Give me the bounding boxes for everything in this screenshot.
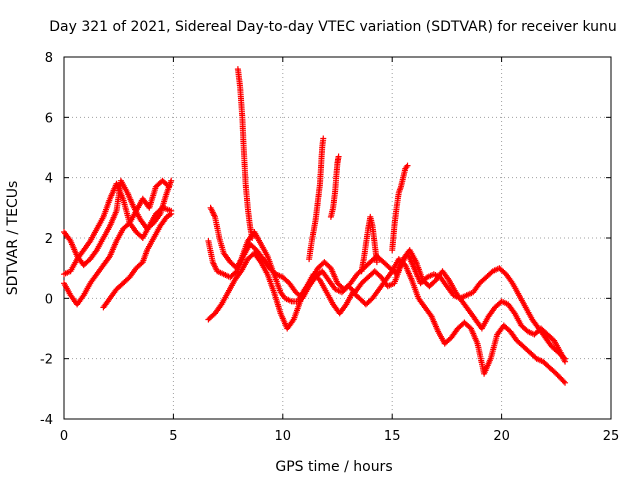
series-markers [389, 162, 411, 254]
y-tick-label: 0 [45, 292, 53, 307]
series-arc3 [61, 204, 175, 308]
series-markers [327, 153, 342, 220]
y-tick-label: -2 [40, 353, 53, 368]
series-markers [234, 66, 256, 241]
series-spike-12.5h [327, 153, 342, 220]
series-arc4 [100, 210, 175, 311]
x-tick-label: 15 [384, 429, 401, 444]
series-arc2 [61, 177, 173, 278]
grid-lines [64, 57, 611, 419]
y-tick-label: 2 [45, 232, 53, 247]
series-spike-12h [306, 135, 327, 263]
x-tick-label: 5 [169, 429, 177, 444]
series-arc6 [205, 238, 569, 362]
series-spike-14h [358, 213, 380, 275]
series-arc7 [205, 250, 569, 386]
series-markers [358, 213, 380, 275]
series-markers [205, 238, 569, 362]
chart-title: Day 321 of 2021, Sidereal Day-to-day VTE… [49, 19, 617, 35]
y-tick-label: 6 [45, 111, 53, 126]
series-spike-15.5h [389, 162, 411, 254]
y-tick-label: -4 [40, 413, 53, 428]
y-axis: -4 -2 0 2 4 6 8 [40, 51, 611, 428]
series-markers [61, 177, 173, 278]
x-tick-label: 25 [603, 429, 620, 444]
series-markers [100, 210, 175, 311]
y-axis-label: SDTVAR / TECUs [5, 181, 21, 296]
series-markers [61, 204, 175, 308]
x-axis-label: GPS time / hours [275, 459, 392, 475]
y-tick-label: 8 [45, 51, 53, 66]
x-tick-label: 0 [60, 429, 68, 444]
x-axis: 0 5 10 15 20 25 [60, 57, 619, 444]
x-tick-label: 20 [493, 429, 510, 444]
series-markers [306, 135, 327, 263]
x-tick-label: 10 [275, 429, 292, 444]
data-series [61, 66, 569, 386]
y-tick-label: 4 [45, 172, 53, 187]
series-markers [205, 250, 569, 386]
series-spike-8h [234, 66, 256, 241]
